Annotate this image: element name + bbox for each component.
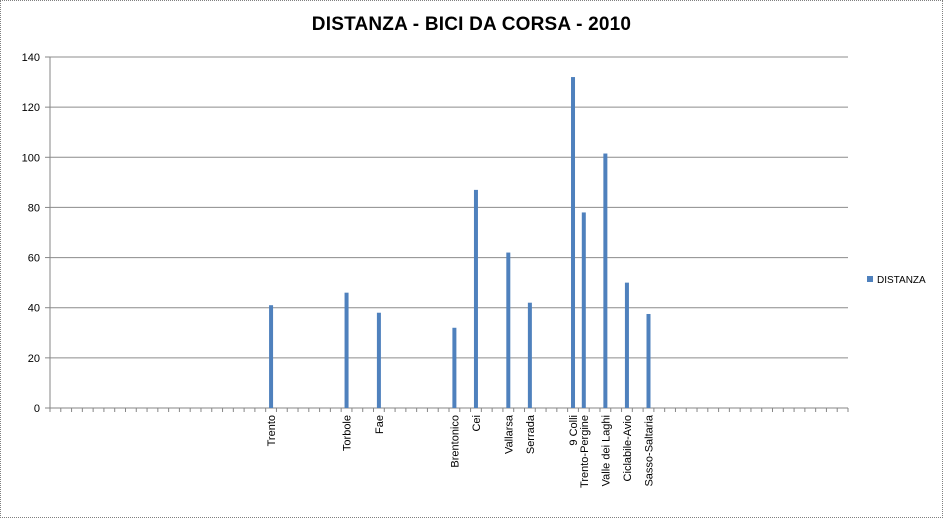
y-tick-label: 20 [28,353,40,365]
y-tick-label: 40 [28,303,40,315]
x-category-label: 9 Colli [568,415,580,446]
bar [269,305,274,408]
bar [571,77,576,409]
bar [344,292,349,408]
bar [506,252,511,408]
x-category-label: Cei [471,415,483,432]
x-category-label: Ciclabile-Avio [622,415,634,481]
x-category-label: Trento-Pergine [579,415,591,488]
y-tick-label: 60 [28,253,40,265]
bar [473,189,478,408]
y-tick-label: 140 [22,52,40,64]
bar [624,282,629,408]
y-tick-label: 80 [28,202,40,214]
x-category-label: Brentonico [449,415,461,468]
bar [527,302,532,408]
bar [581,212,586,408]
chart-title: DISTANZA - BICI DA CORSA - 2010 [311,14,632,35]
bar [603,153,608,408]
x-category-label: Torbole [342,415,354,451]
x-category-label: Sasso-Saltaria [644,414,656,486]
y-tick-label: 120 [22,102,40,114]
x-category-label: Serrada [525,414,537,454]
y-tick-label: 100 [22,152,40,164]
legend-label: DISTANZA [877,275,926,286]
legend-swatch [867,276,873,282]
x-category-label: Fae [374,415,386,434]
x-category-label: Valle dei Laghi [600,415,612,486]
bar [376,312,381,408]
bar [646,313,651,408]
y-tick-label: 0 [34,403,40,415]
x-category-label: Trento [266,415,278,446]
x-category-label: Vallarsa [503,414,515,454]
bar [452,327,457,408]
